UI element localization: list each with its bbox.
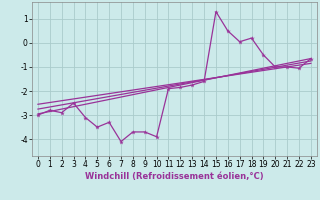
X-axis label: Windchill (Refroidissement éolien,°C): Windchill (Refroidissement éolien,°C): [85, 172, 264, 181]
